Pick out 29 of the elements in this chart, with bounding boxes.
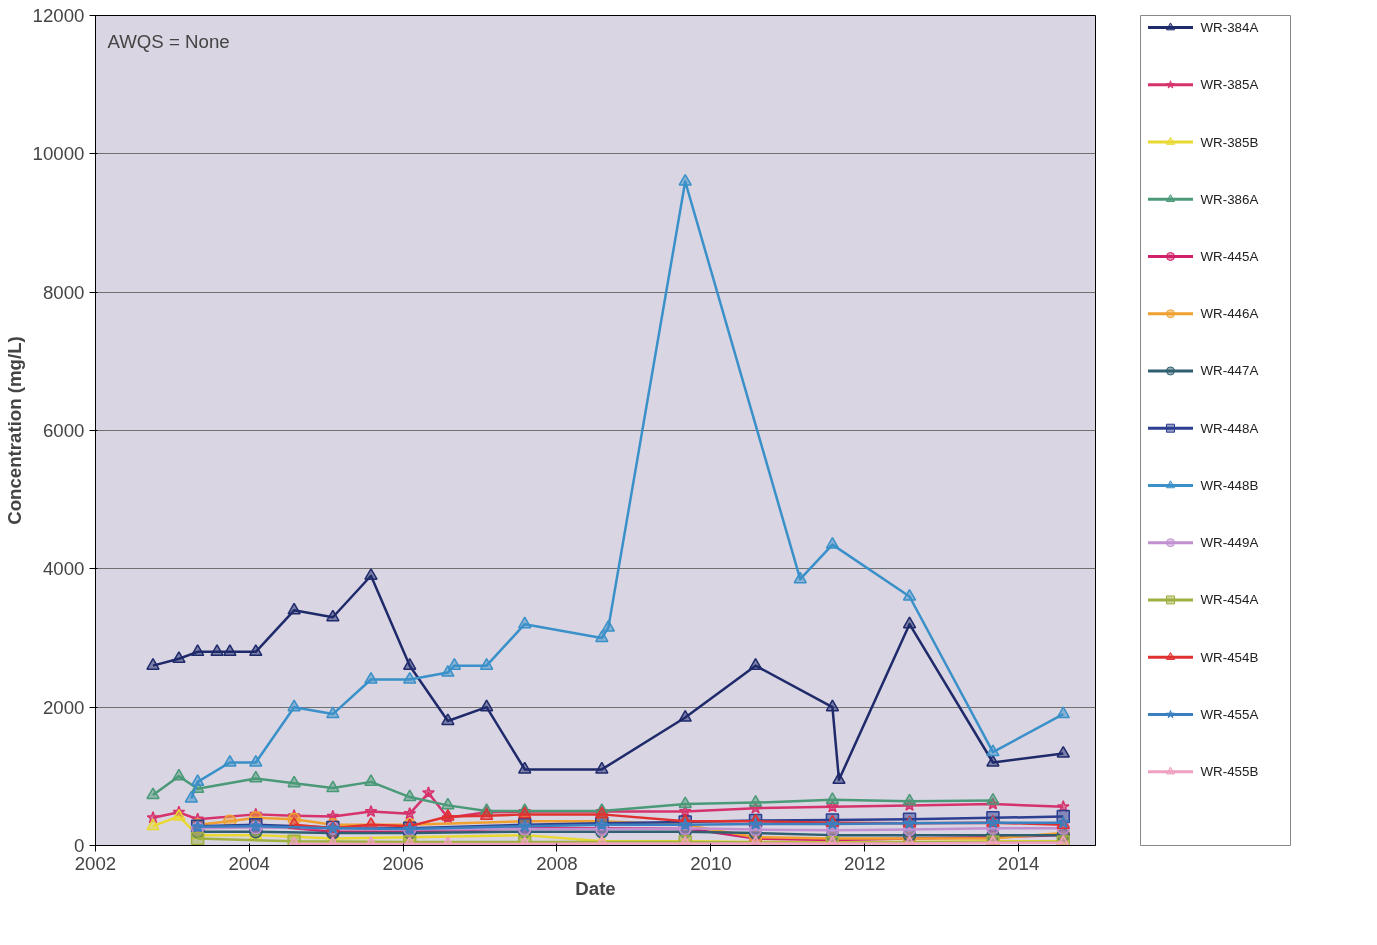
- legend-label: WR-454A: [1200, 592, 1259, 608]
- y-tick-label: 12000: [32, 5, 85, 26]
- legend-label: WR-454B: [1200, 649, 1259, 665]
- x-axis-title: Date: [575, 877, 616, 899]
- annotation: AWQS = None: [107, 30, 230, 52]
- x-tick-label: 2014: [997, 852, 1040, 874]
- x-tick-label: 2008: [536, 852, 578, 874]
- legend-label: WR-448B: [1200, 477, 1259, 493]
- y-tick-label: 4000: [43, 558, 85, 580]
- legend-label: WR-384A: [1200, 20, 1259, 36]
- legend-label: WR-447A: [1200, 363, 1259, 379]
- legend-label: WR-455A: [1200, 706, 1259, 722]
- legend-label: WR-449A: [1200, 535, 1259, 551]
- y-tick-label: 10000: [32, 143, 85, 165]
- x-tick-label: 2006: [382, 852, 424, 874]
- y-tick-label: 2000: [43, 696, 85, 718]
- legend-label: WR-445A: [1200, 248, 1259, 264]
- legend-label: WR-455B: [1200, 764, 1259, 780]
- legend-label: WR-446A: [1200, 306, 1259, 322]
- y-tick-label: 6000: [43, 420, 85, 441]
- legend-label: WR-386A: [1200, 191, 1259, 207]
- y-tick-label: 8000: [43, 281, 85, 303]
- x-tick-label: 2010: [690, 852, 732, 874]
- x-tick-label: 2004: [228, 852, 271, 874]
- legend-label: WR-448A: [1200, 420, 1259, 436]
- x-tick-label: 2012: [843, 852, 886, 874]
- legend-label: WR-385B: [1200, 134, 1259, 150]
- legend-label: WR-385A: [1200, 77, 1259, 93]
- y-axis-title: Concentration (mg/L): [3, 336, 25, 525]
